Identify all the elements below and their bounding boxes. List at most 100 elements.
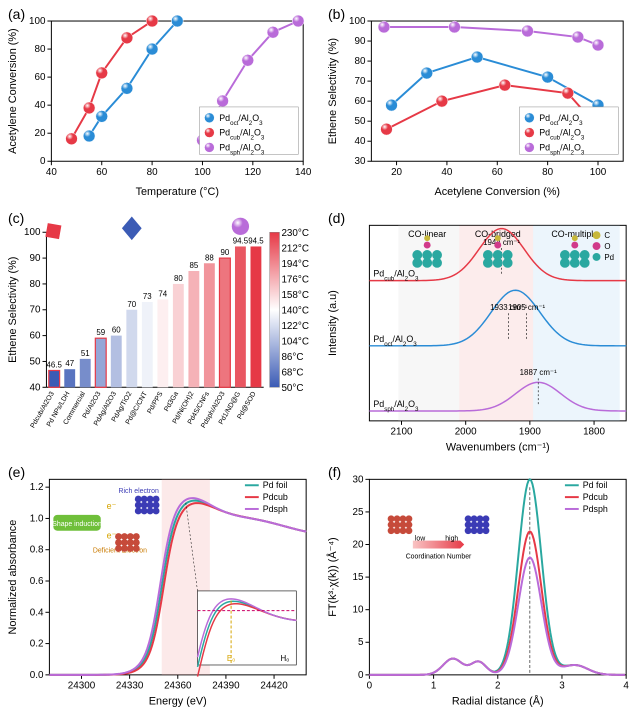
svg-text:e⁻: e⁻ bbox=[107, 531, 117, 541]
svg-text:120: 120 bbox=[245, 167, 262, 178]
svg-text:20: 20 bbox=[391, 167, 402, 178]
svg-text:90: 90 bbox=[354, 36, 365, 47]
svg-text:100: 100 bbox=[590, 167, 607, 178]
svg-text:2000: 2000 bbox=[455, 427, 477, 438]
svg-text:4: 4 bbox=[623, 681, 629, 692]
svg-text:88: 88 bbox=[205, 253, 214, 262]
svg-text:40: 40 bbox=[354, 136, 365, 147]
svg-text:140: 140 bbox=[295, 167, 312, 178]
svg-text:24420: 24420 bbox=[260, 681, 288, 692]
svg-text:Pdsph: Pdsph bbox=[263, 504, 288, 514]
svg-text:C: C bbox=[604, 231, 610, 240]
panel-e-chart: 24300243302436024390244200.00.20.40.60.8… bbox=[2, 460, 318, 710]
svg-text:60: 60 bbox=[492, 167, 503, 178]
svg-text:Pd foil: Pd foil bbox=[583, 480, 608, 490]
svg-text:86°C: 86°C bbox=[281, 352, 303, 363]
svg-text:50: 50 bbox=[30, 356, 41, 367]
svg-text:Pdcub: Pdcub bbox=[583, 492, 608, 502]
svg-text:140°C: 140°C bbox=[281, 306, 309, 317]
figure-grid: (a) 020406080100406080100120140Temperatu… bbox=[0, 0, 640, 699]
svg-text:10: 10 bbox=[353, 605, 364, 616]
svg-text:74: 74 bbox=[158, 289, 167, 298]
panel-d: (d) 2100200019001800Wavenumbers (cm⁻¹)In… bbox=[322, 206, 638, 456]
svg-text:2: 2 bbox=[495, 681, 500, 692]
panel-e: (e) 24300243302436024390244200.00.20.40.… bbox=[2, 460, 318, 710]
svg-text:1887 cm⁻¹: 1887 cm⁻¹ bbox=[520, 368, 557, 377]
svg-text:0.4: 0.4 bbox=[30, 607, 44, 618]
svg-text:Ethene Selectivity (%): Ethene Selectivity (%) bbox=[7, 257, 19, 363]
svg-text:230°C: 230°C bbox=[281, 228, 309, 239]
svg-text:15: 15 bbox=[353, 572, 364, 583]
svg-text:1944 cm⁻¹: 1944 cm⁻¹ bbox=[483, 238, 520, 247]
svg-text:Intensity (a.u): Intensity (a.u) bbox=[327, 290, 339, 356]
svg-text:Pd: Pd bbox=[604, 253, 614, 262]
svg-text:94.5: 94.5 bbox=[248, 236, 264, 245]
panel-e-label: (e) bbox=[8, 464, 25, 480]
svg-text:0: 0 bbox=[367, 681, 373, 692]
svg-text:0.0: 0.0 bbox=[30, 670, 44, 681]
svg-text:80: 80 bbox=[542, 167, 553, 178]
svg-text:51: 51 bbox=[81, 349, 90, 358]
svg-text:30: 30 bbox=[354, 156, 365, 167]
svg-text:40: 40 bbox=[34, 100, 45, 111]
svg-text:Acetylene Conversion (%): Acetylene Conversion (%) bbox=[435, 186, 561, 198]
svg-text:94.5: 94.5 bbox=[233, 236, 249, 245]
panel-d-chart: 2100200019001800Wavenumbers (cm⁻¹)Intens… bbox=[322, 206, 638, 456]
panel-b: (b) 3040506070809010020406080100Acetylen… bbox=[322, 2, 638, 202]
panel-f-chart: 01234051015202530Radial distance (Å)FT(k… bbox=[322, 460, 638, 710]
svg-text:70: 70 bbox=[30, 305, 41, 316]
svg-text:60: 60 bbox=[34, 72, 45, 83]
svg-text:0: 0 bbox=[40, 156, 46, 167]
panel-a-label: (a) bbox=[8, 6, 25, 22]
svg-text:73: 73 bbox=[143, 292, 152, 301]
svg-text:0: 0 bbox=[358, 670, 364, 681]
svg-text:80: 80 bbox=[34, 44, 45, 55]
svg-text:0.2: 0.2 bbox=[30, 639, 44, 650]
svg-text:68°C: 68°C bbox=[281, 368, 303, 379]
svg-text:85: 85 bbox=[189, 261, 198, 270]
svg-text:100: 100 bbox=[24, 227, 41, 238]
panel-b-label: (b) bbox=[328, 6, 345, 22]
svg-text:100: 100 bbox=[29, 16, 46, 27]
svg-text:60: 60 bbox=[112, 326, 121, 335]
svg-text:1800: 1800 bbox=[583, 427, 605, 438]
svg-text:90: 90 bbox=[221, 248, 230, 257]
svg-text:Shape induction: Shape induction bbox=[52, 521, 102, 528]
svg-text:Energy (eV): Energy (eV) bbox=[149, 695, 207, 707]
svg-text:46.5: 46.5 bbox=[47, 361, 63, 370]
panel-d-label: (d) bbox=[328, 210, 345, 226]
svg-text:Pdcub: Pdcub bbox=[263, 492, 288, 502]
svg-text:Pd foil: Pd foil bbox=[263, 480, 288, 490]
svg-text:60: 60 bbox=[30, 331, 41, 342]
svg-text:Temperature (°C): Temperature (°C) bbox=[136, 186, 219, 198]
svg-text:1: 1 bbox=[431, 681, 436, 692]
svg-text:20: 20 bbox=[34, 128, 45, 139]
svg-text:80: 80 bbox=[354, 56, 365, 67]
panel-a: (a) 020406080100406080100120140Temperatu… bbox=[2, 2, 318, 202]
svg-text:24360: 24360 bbox=[164, 681, 192, 692]
svg-text:25: 25 bbox=[353, 507, 364, 518]
svg-text:e⁻: e⁻ bbox=[107, 501, 117, 511]
svg-text:Pdsph: Pdsph bbox=[583, 504, 608, 514]
svg-text:80: 80 bbox=[147, 167, 158, 178]
svg-text:70: 70 bbox=[354, 76, 365, 87]
svg-text:3: 3 bbox=[559, 681, 565, 692]
svg-text:40: 40 bbox=[441, 167, 452, 178]
svg-text:Coordination Number: Coordination Number bbox=[406, 553, 472, 560]
svg-text:194°C: 194°C bbox=[281, 259, 309, 270]
svg-text:60: 60 bbox=[96, 167, 107, 178]
svg-text:100: 100 bbox=[349, 16, 366, 27]
svg-text:80: 80 bbox=[174, 274, 183, 283]
svg-text:1.0: 1.0 bbox=[30, 513, 44, 524]
svg-text:212°C: 212°C bbox=[281, 244, 309, 255]
panel-f-label: (f) bbox=[328, 464, 341, 480]
svg-text:176°C: 176°C bbox=[281, 275, 309, 286]
svg-text:90: 90 bbox=[30, 253, 41, 264]
svg-text:2100: 2100 bbox=[391, 427, 413, 438]
svg-text:104°C: 104°C bbox=[281, 337, 309, 348]
panel-c: (c) 405060708090100Ethene Selectivity (%… bbox=[2, 206, 318, 456]
svg-text:Pd/PPS: Pd/PPS bbox=[146, 390, 164, 415]
svg-text:24390: 24390 bbox=[212, 681, 240, 692]
svg-text:5: 5 bbox=[358, 637, 364, 648]
svg-text:FT(k³·χ(k)) (Å⁻⁴): FT(k³·χ(k)) (Å⁻⁴) bbox=[326, 537, 339, 616]
